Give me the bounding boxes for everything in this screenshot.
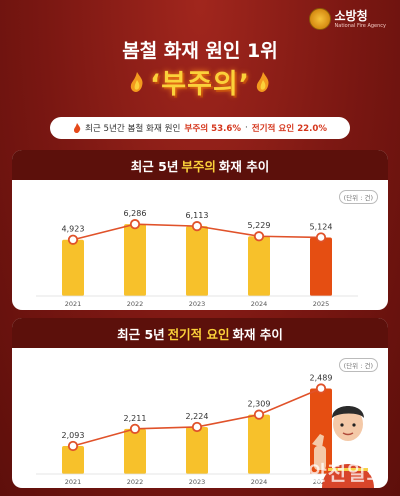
data-label-2025: 5,124 <box>310 222 333 231</box>
data-point-2021 <box>67 440 79 452</box>
bar-2022 <box>124 224 146 296</box>
bar-2024 <box>248 236 270 296</box>
watermark: 안전일보 <box>308 461 386 485</box>
firefighter-illustration-icon <box>312 406 374 488</box>
summary-item-electrical: 전기적 요인 22.0% <box>251 124 328 134</box>
bar-2021 <box>62 445 84 474</box>
summary-prefix: 최근 5년간 봄철 화재 원인 <box>84 124 181 134</box>
bar-chart-carelessness: 2021 2022 2023 2024 2025 4,923 6,286 6,113 5,229… <box>36 209 358 308</box>
keyword-text: ‘부주의’ <box>149 69 251 100</box>
chart-title: 최근 5년 부주의 화재 추이 <box>12 150 388 180</box>
bar-2024 <box>248 414 270 474</box>
summary-separator: · <box>244 123 248 133</box>
data-point-2023 <box>191 221 203 232</box>
agency-logo: 소방청 National Fire Agency <box>308 8 386 30</box>
agency-name: 소방청 <box>334 8 368 23</box>
bar-2025 <box>310 237 332 296</box>
bar-chart-electrical: 2021 2022 2023 2024 2025 2,093 2,211 2,224 2,309… <box>36 374 358 486</box>
tick-label-2022: 2022 <box>127 300 144 308</box>
agency-subtitle: National Fire Agency <box>334 22 386 29</box>
tick-label-2022: 2022 <box>127 478 144 486</box>
data-point-2024 <box>253 231 265 242</box>
data-label-2023: 6,113 <box>186 211 209 220</box>
tick-label-2023: 2023 <box>189 300 206 308</box>
data-label-2021: 2,093 <box>62 431 85 440</box>
flame-icon <box>256 71 269 92</box>
data-point-2025 <box>315 232 327 243</box>
summary-pill: 최근 5년간 봄철 화재 원인 부주의 53.6% · 전기적 요인 22.0% <box>50 117 350 139</box>
agency-emblem-icon <box>308 8 331 30</box>
tick-label-2025: 2025 <box>313 300 330 308</box>
chart-panel-carelessness: 최근 5년 부주의 화재 추이 (단위 : 건) 2021 2022 2023 202… <box>12 150 388 310</box>
data-label-2022: 6,286 <box>124 209 147 218</box>
chart-panel-electrical: 최근 5년 전기적 요인 화재 추이 (단위 : 건) 2021 2022 2023… <box>12 318 388 488</box>
data-point-2023 <box>191 421 203 433</box>
chart-title: 최근 5년 전기적 요인 화재 추이 <box>12 318 388 348</box>
tick-label-2025: 2025 <box>313 478 330 486</box>
data-label-2021: 4,923 <box>62 225 85 234</box>
data-point-2021 <box>67 234 79 245</box>
headline: 봄철 화재 원인 1위 <box>122 40 278 62</box>
fire-icon <box>73 123 81 133</box>
bar-2023 <box>186 426 208 474</box>
flame-icon <box>130 71 143 92</box>
data-label-2024: 5,229 <box>248 221 271 230</box>
data-label-2023: 2,224 <box>186 412 209 421</box>
data-point-2022 <box>129 219 141 230</box>
tick-label-2024: 2024 <box>251 300 268 308</box>
bar-2023 <box>186 226 208 296</box>
unit-label: (단위 : 건) <box>338 358 378 372</box>
keyword-banner: ‘부주의’ <box>0 62 400 101</box>
tick-label-2021: 2021 <box>65 300 82 308</box>
bar-2021 <box>62 239 84 296</box>
tick-label-2024: 2024 <box>251 478 268 486</box>
data-point-2022 <box>129 423 141 434</box>
unit-label: (단위 : 건) <box>338 190 378 204</box>
summary-item-carelessness: 부주의 53.6% <box>184 124 241 134</box>
data-point-2024 <box>253 409 265 420</box>
data-point-2025 <box>315 383 327 394</box>
data-label-2022: 2,211 <box>124 414 147 423</box>
tick-label-2023: 2023 <box>189 478 206 486</box>
data-label-2025: 2,489 <box>310 374 333 383</box>
data-label-2024: 2,309 <box>248 400 271 409</box>
bar-2022 <box>124 428 146 474</box>
tick-label-2021: 2021 <box>65 478 82 486</box>
